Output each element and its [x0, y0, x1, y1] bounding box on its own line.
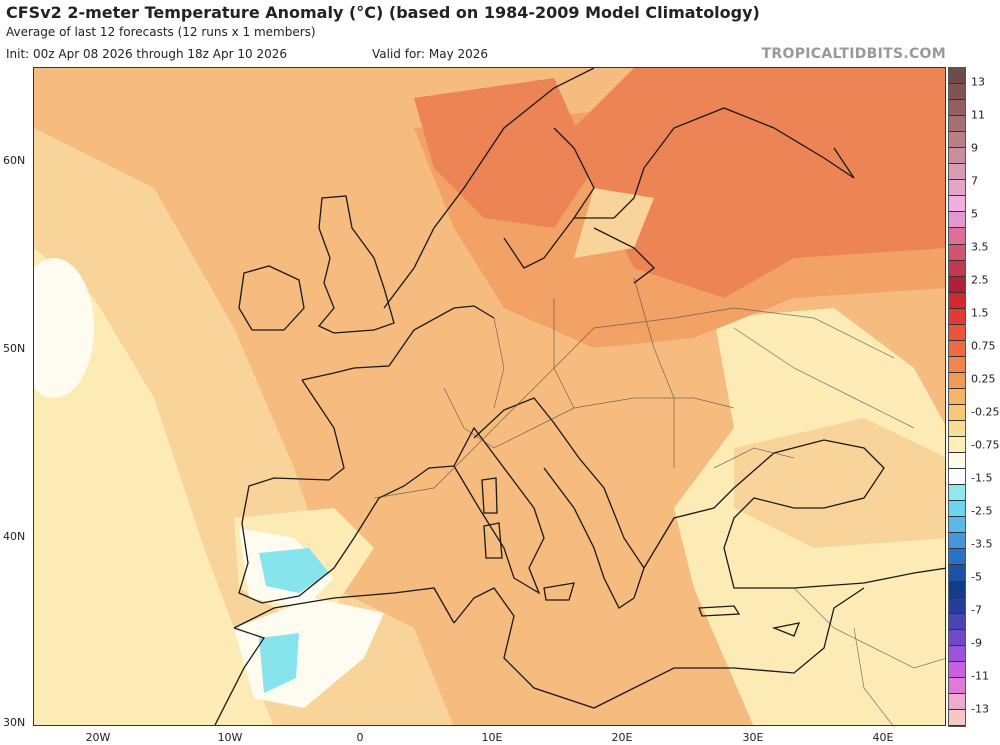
colorbar-tick-label: -13 [971, 702, 989, 716]
colorbar-segment [949, 661, 965, 678]
country-borders [373, 277, 945, 725]
valid-time: Valid for: May 2026 [372, 47, 489, 61]
colorbar-segment [949, 324, 965, 341]
anomaly-field-pale [34, 248, 274, 725]
colorbar-tick-label: 1.5 [971, 306, 989, 320]
colorbar-tick-label: -7 [971, 603, 982, 617]
colorbar-tick-label: 0.75 [971, 339, 996, 353]
colorbar-segment [949, 100, 965, 117]
subtitle: Average of last 12 forecasts (12 runs x … [6, 25, 316, 39]
colorbar-segment [949, 132, 965, 149]
colorbar-segment [949, 565, 965, 582]
brand-watermark: TROPICALTIDBITS.COM [761, 46, 946, 62]
colorbar-segment [949, 469, 965, 486]
colorbar-tick-label: 2.5 [971, 273, 989, 287]
lat-label-40n: 40N [3, 530, 26, 543]
anomaly-field-hot [414, 78, 594, 228]
colorbar-tick-label: 3.5 [971, 240, 989, 254]
colorbar-segment [949, 68, 965, 85]
lon-label-10e: 10E [481, 731, 503, 744]
colorbar-segment [949, 84, 965, 101]
colorbar-tick-label: 0.25 [971, 372, 996, 386]
colorbar-tick-label: -9 [971, 636, 982, 650]
colorbar-segment [949, 260, 965, 277]
colorbar-segment [949, 228, 965, 245]
colorbar-segment [949, 709, 965, 726]
anomaly-field-light [574, 188, 654, 258]
colorbar-segment [949, 517, 965, 534]
anomaly-field-neutral [34, 258, 94, 398]
colorbar-segment [949, 372, 965, 389]
lon-label-10w: 10W [217, 731, 243, 744]
colorbar-segment [949, 677, 965, 694]
lat-label-50n: 50N [3, 342, 26, 355]
colorbar-segment [949, 501, 965, 518]
map-canvas [34, 68, 945, 725]
colorbar-segment [949, 613, 965, 630]
colorbar-tick-label: -0.25 [971, 405, 1000, 419]
colorbar-segment [949, 597, 965, 614]
chart-title: CFSv2 2-meter Temperature Anomaly (°C) (… [6, 3, 760, 22]
colorbar-segment [949, 212, 965, 229]
colorbar-tick-label: -2.5 [971, 504, 993, 518]
colorbar-segment [949, 581, 965, 598]
colorbar-segment [949, 164, 965, 181]
coastlines [214, 68, 945, 725]
lon-label-30e: 30E [742, 731, 764, 744]
lon-label-20w: 20W [85, 731, 111, 744]
colorbar-tick-label: -5 [971, 570, 982, 584]
anomaly-field-light [734, 418, 945, 548]
colorbar-segment [949, 421, 965, 438]
colorbar-segment [949, 645, 965, 662]
colorbar-segment [949, 693, 965, 710]
init-time: Init: 00z Apr 08 2026 through 18z Apr 10… [6, 47, 287, 61]
colorbar-tick-label: -1.5 [971, 471, 993, 485]
colorbar-tick-label: 11 [971, 108, 985, 122]
colorbar-segment [949, 549, 965, 566]
colorbar-tick-label: 5 [971, 207, 978, 221]
colorbar-tick-label: 7 [971, 174, 978, 188]
colorbar-tick-label: 13 [971, 75, 985, 89]
colorbar-segment [949, 388, 965, 405]
colorbar-segment [949, 485, 965, 502]
anomaly-field-cool [259, 633, 299, 693]
colorbar-segment [949, 404, 965, 422]
colorbar-segment [949, 629, 965, 646]
lon-label-40e: 40E [872, 731, 894, 744]
colorbar-segment [949, 356, 965, 373]
anomaly-field-hot [574, 68, 945, 298]
colorbar-segment [949, 116, 965, 133]
colorbar-segment [949, 533, 965, 550]
colorbar-segment [949, 148, 965, 165]
colorbar-segment [949, 292, 965, 309]
colorbar [948, 67, 966, 727]
colorbar-tick-label: -11 [971, 669, 989, 683]
lon-label-20e: 20E [611, 731, 633, 744]
colorbar-segment [949, 453, 965, 470]
colorbar-segment [949, 437, 965, 454]
colorbar-segment [949, 244, 965, 261]
colorbar-tick-label: -3.5 [971, 537, 993, 551]
lat-label-60n: 60N [3, 154, 26, 167]
colorbar-tick-label: 9 [971, 141, 978, 155]
anomaly-field-cool [259, 548, 329, 593]
colorbar-segment [949, 340, 965, 357]
colorbar-segment [949, 196, 965, 213]
lon-label-0: 0 [356, 731, 364, 744]
lat-label-30n: 30N [3, 716, 26, 729]
colorbar-tick-label: -0.75 [971, 438, 1000, 452]
colorbar-segment [949, 276, 965, 293]
anomaly-map [33, 67, 946, 726]
colorbar-segment [949, 308, 965, 325]
colorbar-segment [949, 180, 965, 197]
